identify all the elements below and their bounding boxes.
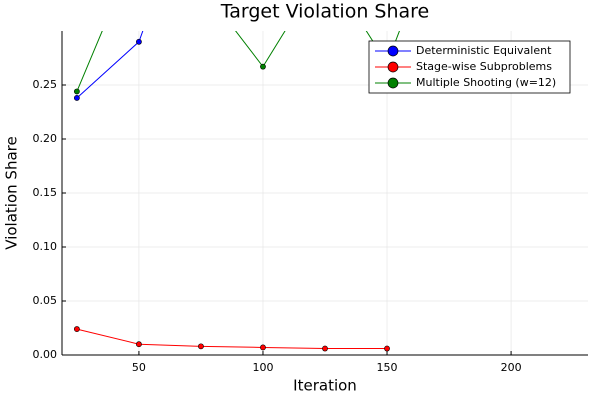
y-axis-label: Violation Share	[3, 136, 21, 249]
data-point	[136, 341, 142, 348]
x-axis-label: Iteration	[293, 377, 357, 395]
x-tick-label: 150	[377, 361, 398, 374]
legend: Deterministic Equivalent Stage-wise Subpr…	[368, 40, 571, 94]
series-line	[76, 328, 388, 350]
x-tick-label: 50	[132, 361, 146, 374]
legend-label: Stage-wise Subproblems	[416, 60, 552, 73]
legend-marker	[387, 45, 399, 57]
y-tick-label: 0.00	[33, 348, 58, 361]
legend-label: Deterministic Equivalent	[416, 44, 552, 57]
data-point	[260, 63, 266, 70]
y-tick-label: 0.15	[33, 186, 58, 199]
x-tick-label: 200	[501, 361, 522, 374]
y-tick-label: 0.20	[33, 132, 58, 145]
y-tick-label: 0.10	[33, 240, 58, 253]
y-tick-label: 0.05	[33, 294, 58, 307]
chart-title: Target Violation Share	[220, 1, 430, 23]
y-tick-label: 0.25	[33, 78, 58, 91]
data-point	[73, 95, 80, 101]
data-point	[73, 88, 80, 95]
data-point	[322, 345, 328, 352]
x-tick-label: 100	[252, 361, 273, 374]
data-point	[73, 326, 80, 332]
data-point	[198, 343, 204, 350]
data-point	[260, 344, 266, 351]
legend-label: Multiple Shooting (w=12)	[416, 76, 556, 89]
legend-marker	[387, 77, 399, 89]
legend-marker	[387, 61, 399, 73]
data-point	[384, 345, 390, 352]
data-point	[136, 38, 142, 45]
